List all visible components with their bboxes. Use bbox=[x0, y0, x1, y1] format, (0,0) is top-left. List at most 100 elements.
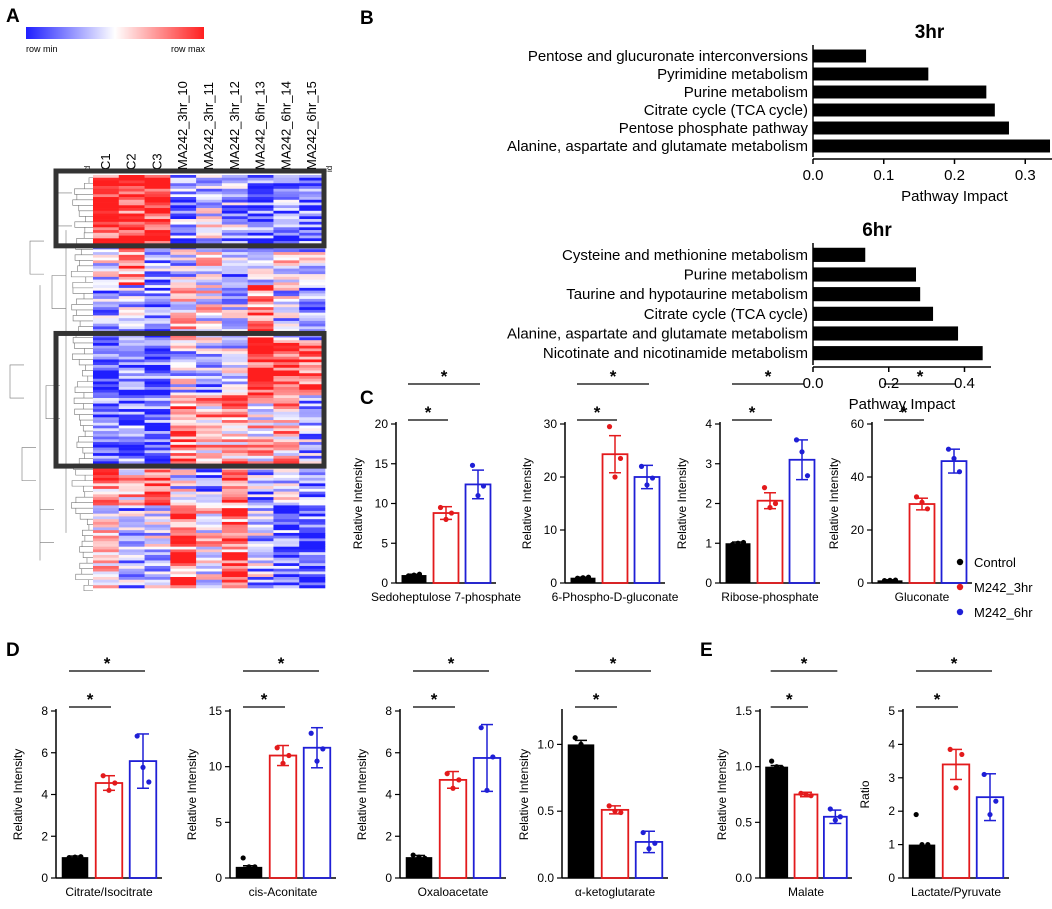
heatmap-cell bbox=[118, 428, 145, 432]
data-point bbox=[443, 516, 449, 523]
heatmap-cell bbox=[93, 532, 120, 536]
legend-marker bbox=[956, 558, 964, 566]
heatmap-cell bbox=[144, 513, 171, 517]
heatmap-cell bbox=[221, 351, 248, 355]
heatmap-cell bbox=[93, 326, 120, 330]
heatmap-cell bbox=[196, 279, 223, 283]
heatmap-cell bbox=[144, 326, 171, 330]
data-point bbox=[959, 751, 965, 758]
heatmap-cell bbox=[170, 296, 197, 300]
heatmap-cell bbox=[196, 315, 223, 319]
heatmap-cell bbox=[196, 560, 223, 564]
heatmap-cell bbox=[118, 510, 145, 514]
significance-star: * bbox=[441, 367, 448, 386]
heatmap-cell bbox=[118, 530, 145, 534]
heatmap-cell bbox=[299, 499, 326, 503]
heatmap-cell bbox=[299, 337, 326, 341]
heatmap-cell bbox=[273, 312, 300, 316]
heatmap-cell bbox=[221, 309, 248, 313]
heatmap-cell bbox=[247, 362, 274, 366]
heatmap-cell bbox=[144, 210, 171, 214]
heatmap-cell bbox=[144, 287, 171, 291]
heatmap-cell bbox=[170, 442, 197, 446]
heatmap-cell bbox=[196, 513, 223, 517]
heatmap-cell bbox=[273, 298, 300, 302]
heatmap-cell bbox=[196, 312, 223, 316]
heatmap-cell bbox=[93, 398, 120, 402]
x-axis-title: Sedoheptulose 7-phosphate bbox=[371, 590, 521, 604]
heatmap-cell bbox=[93, 199, 120, 203]
heatmap-cell bbox=[144, 199, 171, 203]
heatmap-cell bbox=[144, 271, 171, 275]
heatmap-cell bbox=[221, 491, 248, 495]
heatmap-cell bbox=[196, 574, 223, 578]
heatmap-cell bbox=[221, 472, 248, 476]
data-point bbox=[953, 785, 959, 791]
heatmap-cell bbox=[118, 378, 145, 382]
heatmap-cell bbox=[221, 543, 248, 547]
heatmap-cell bbox=[118, 403, 145, 407]
heatmap-cell bbox=[170, 265, 197, 269]
heatmap-cell bbox=[93, 271, 120, 275]
heatmap-cell bbox=[170, 422, 197, 426]
heatmap-cell bbox=[196, 219, 223, 223]
heatmap-cell bbox=[221, 183, 248, 187]
heatmap-cell bbox=[118, 552, 145, 556]
heatmap-cell bbox=[118, 175, 145, 179]
heatmap-cell bbox=[247, 323, 274, 327]
heatmap-cell bbox=[170, 241, 197, 245]
heatmap-cell bbox=[273, 384, 300, 388]
heatmap-cell bbox=[170, 334, 197, 338]
heatmap-cell bbox=[221, 422, 248, 426]
heatmap-cell bbox=[247, 579, 274, 583]
heatmap-cell bbox=[221, 285, 248, 289]
heatmap-cell bbox=[118, 241, 145, 245]
heatmap-cell bbox=[118, 191, 145, 195]
heatmap-cell bbox=[247, 271, 274, 275]
heatmap-cell bbox=[196, 409, 223, 413]
heatmap-cell bbox=[221, 585, 248, 589]
heatmap-cell bbox=[247, 384, 274, 388]
x-axis-title: Ribose-phosphate bbox=[721, 590, 819, 604]
pathway-x-axis-title: Pathway Impact bbox=[901, 188, 1009, 205]
data-point bbox=[416, 571, 423, 577]
data-point bbox=[612, 808, 618, 814]
x-axis-title: Oxaloacetate bbox=[418, 885, 489, 899]
bar-control bbox=[765, 766, 789, 878]
significance-star: * bbox=[765, 367, 772, 386]
y-tick-label: 0 bbox=[381, 576, 388, 590]
heatmap-cell bbox=[221, 480, 248, 484]
heatmap-cell bbox=[247, 488, 274, 492]
heatmap-cell bbox=[247, 505, 274, 509]
heatmap-cell bbox=[196, 579, 223, 583]
heatmap-cell bbox=[221, 541, 248, 545]
heatmap-cell bbox=[144, 329, 171, 333]
heatmap-cell bbox=[93, 475, 120, 479]
pathway-label: Purine metabolism bbox=[684, 267, 808, 284]
heatmap-cell bbox=[170, 309, 197, 313]
heatmap-cell bbox=[170, 276, 197, 280]
heatmap-cell bbox=[170, 298, 197, 302]
heatmap-cell bbox=[247, 532, 274, 536]
heatmap-cell bbox=[221, 348, 248, 352]
heatmap-cell bbox=[118, 535, 145, 539]
heatmap-cell bbox=[299, 521, 326, 525]
heatmap-cell bbox=[299, 420, 326, 424]
heatmap-cell bbox=[273, 524, 300, 528]
heatmap-cell bbox=[221, 530, 248, 534]
heatmap-cell bbox=[196, 342, 223, 347]
bar-3hr bbox=[438, 778, 468, 879]
heatmap-cell bbox=[170, 488, 197, 492]
heatmap-cell bbox=[118, 453, 145, 457]
heatmap-cell bbox=[170, 546, 197, 550]
heatmap-cell bbox=[93, 252, 120, 256]
heatmap-cell bbox=[247, 370, 274, 374]
heatmap-cell bbox=[247, 307, 274, 311]
heatmap-cell bbox=[144, 420, 171, 424]
heatmap-cell bbox=[93, 318, 120, 322]
heatmap-cell bbox=[93, 238, 120, 242]
heatmap-highlight-box bbox=[53, 168, 327, 249]
heatmap-cell bbox=[170, 549, 197, 553]
heatmap-cell bbox=[93, 345, 120, 349]
heatmap-cell bbox=[299, 334, 326, 338]
